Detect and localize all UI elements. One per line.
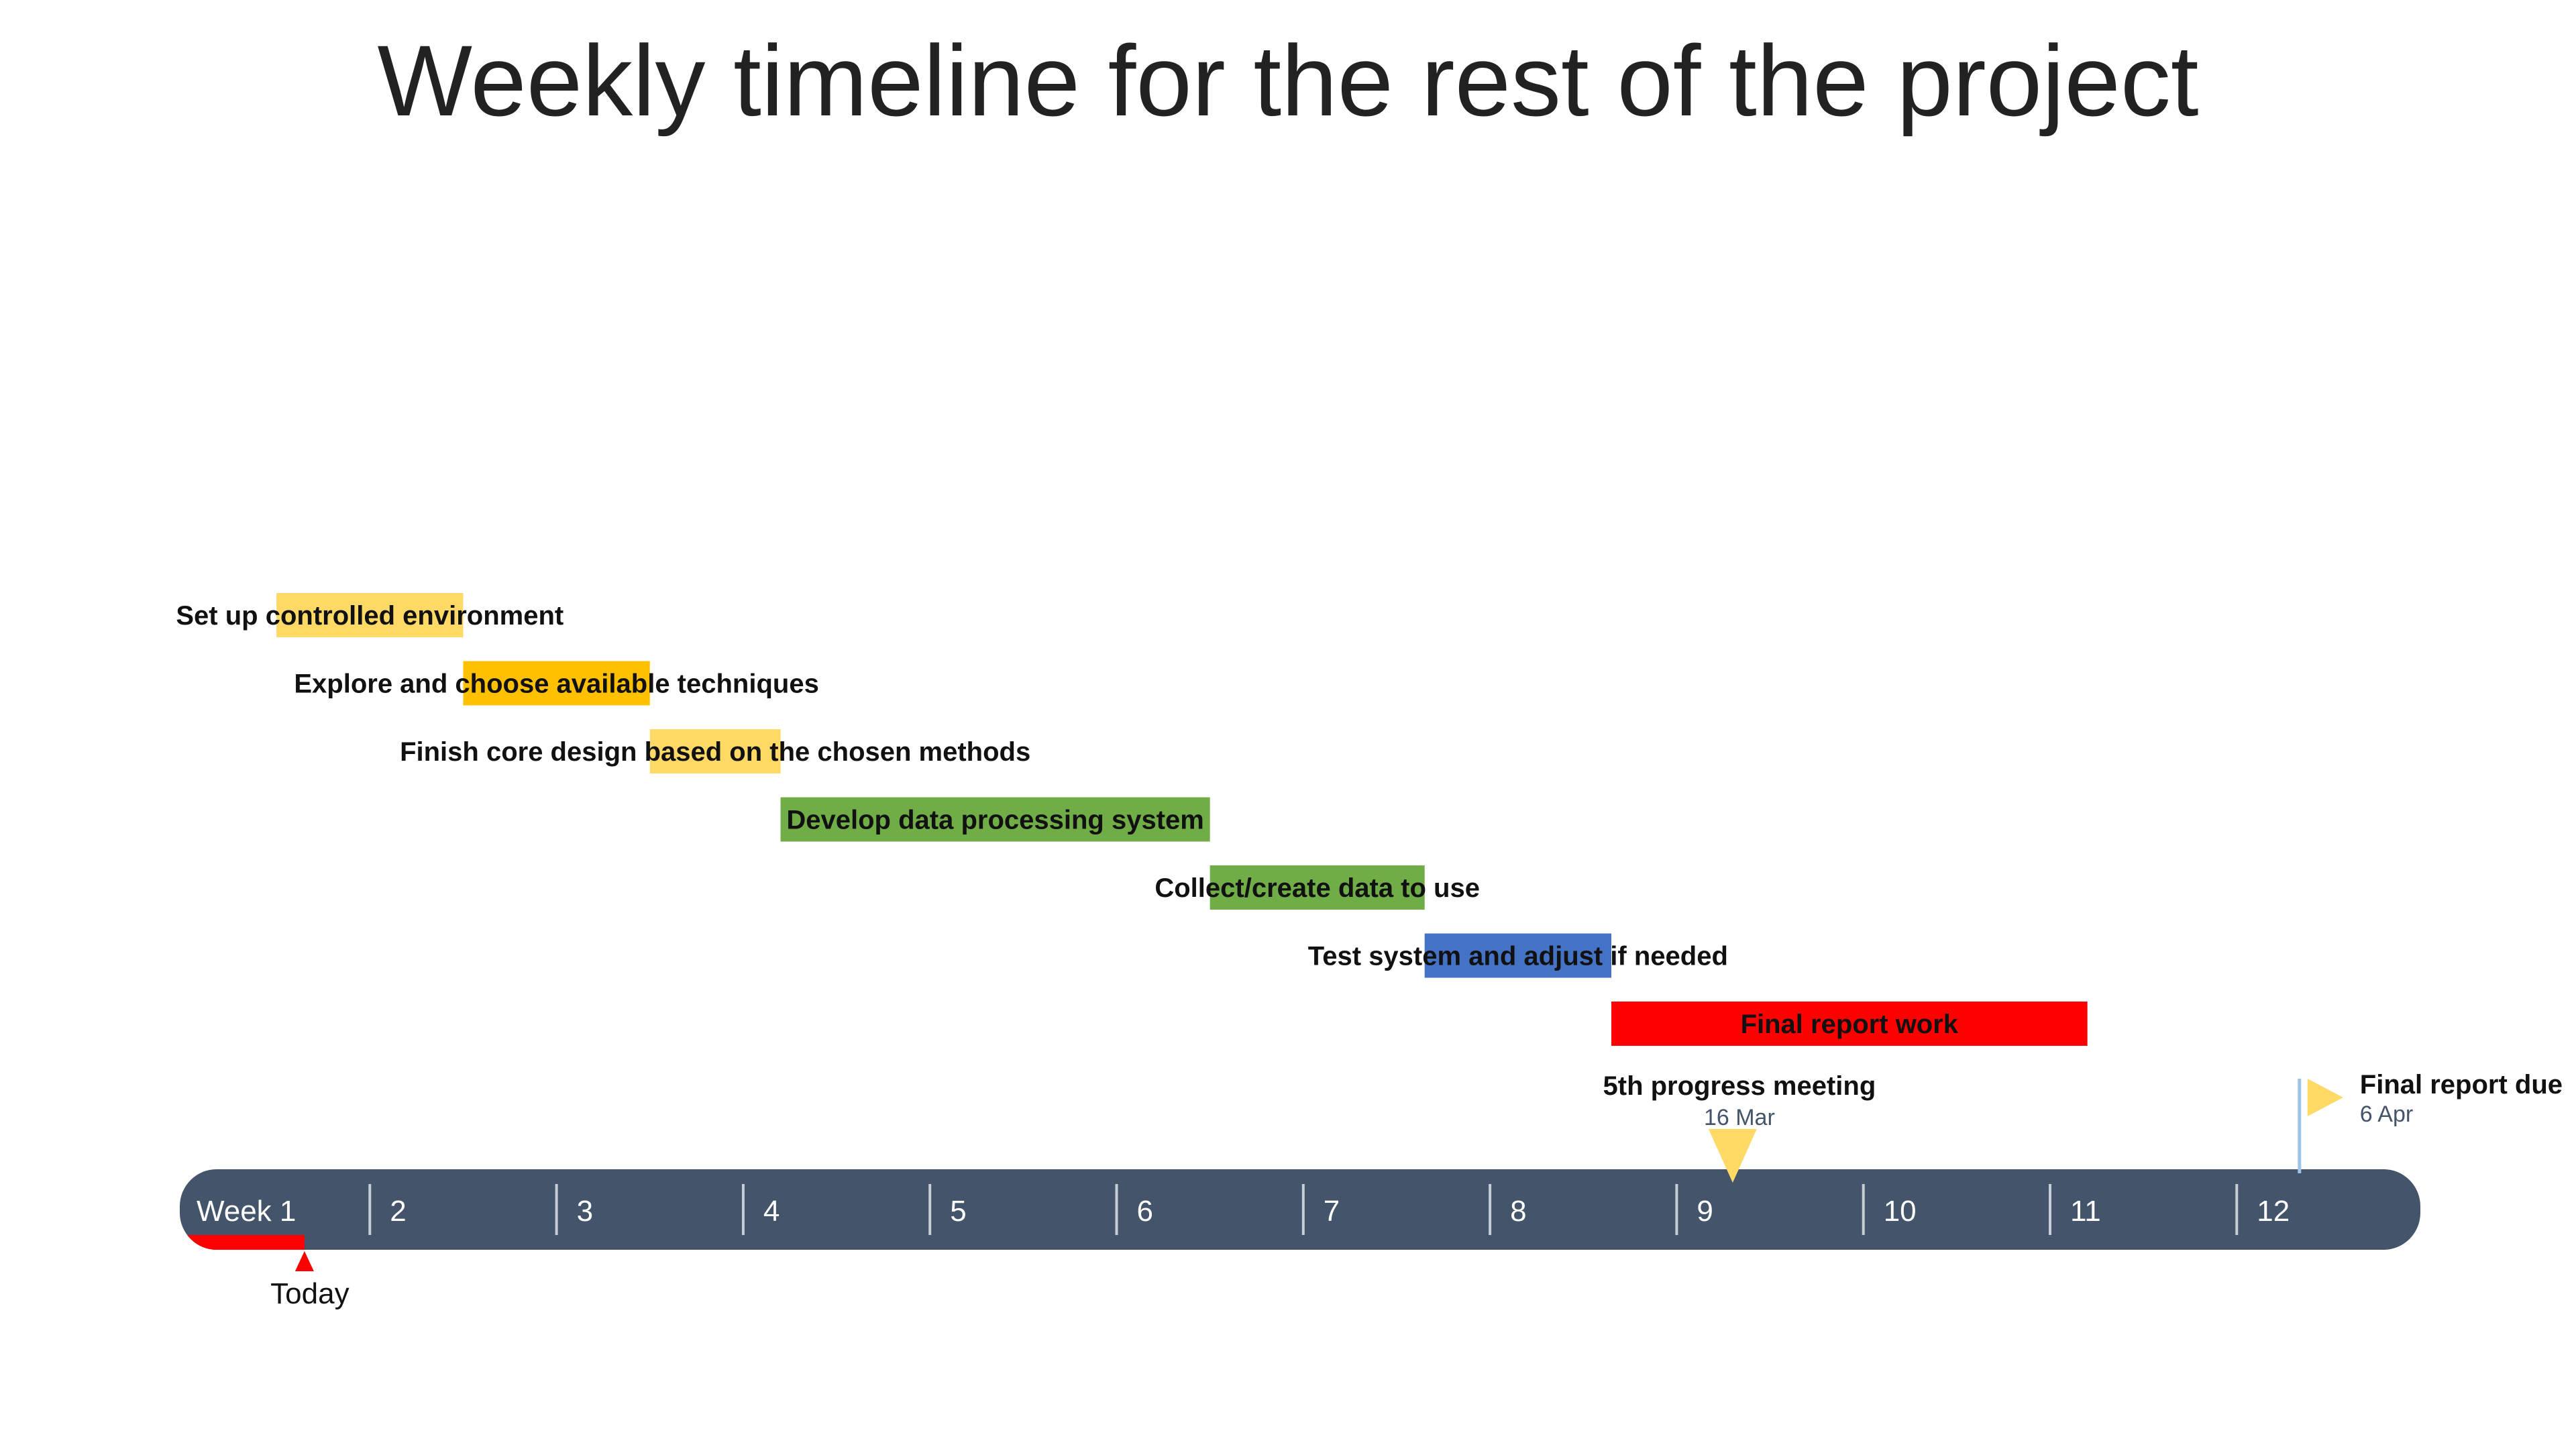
timeline-axis: Today Week 1 2 3 4 5 6 7 8 9 10 11 12: [180, 1169, 2420, 1310]
task-bar: [1424, 933, 1611, 978]
milestone-date: 16 Mar: [1704, 1105, 1775, 1130]
axis-tick-label: 12: [2257, 1195, 2290, 1228]
axis-tick-label: 11: [2070, 1195, 2101, 1228]
milestones-layer: 5th progress meeting 16 Mar Final report d…: [1603, 1070, 2563, 1183]
task-label: Explore and choose available techniques: [294, 669, 818, 699]
axis-tick-label: 6: [1137, 1195, 1153, 1228]
axis-tick-label: 7: [1324, 1195, 1340, 1228]
today-label: Today: [270, 1277, 349, 1310]
today-marker: [294, 1251, 314, 1271]
task-bar: [276, 593, 464, 637]
task-label: Finish core design based on the chosen m…: [400, 737, 1030, 767]
task-label: Final report work: [1741, 1010, 1959, 1039]
tasks-layer: Set up controlled environment Explore and…: [176, 593, 2088, 1046]
milestone-triangle-icon: [1708, 1129, 1757, 1183]
milestone-label: 5th progress meeting: [1603, 1071, 1876, 1101]
axis-tick-label: 9: [1697, 1195, 1713, 1228]
axis-tick-label: 10: [1884, 1195, 1917, 1228]
axis-tick-label: 8: [1510, 1195, 1526, 1228]
axis-tick-label: Week 1: [197, 1195, 296, 1228]
axis-tick-label: 2: [390, 1195, 406, 1228]
axis-tick-label: 5: [950, 1195, 966, 1228]
task-label: Set up controlled environment: [176, 601, 564, 631]
task-label: Develop data processing system: [786, 806, 1203, 835]
axis-tick-label: 4: [763, 1195, 780, 1228]
task-label: Test system and adjust if needed: [1308, 942, 1728, 971]
task-bar: [1611, 1002, 2088, 1046]
flag-icon: [2307, 1079, 2343, 1116]
axis-bar: [180, 1169, 2420, 1250]
task-bar: [1210, 865, 1425, 910]
milestone-label: Final report due: [2360, 1070, 2563, 1099]
milestone-date: 6 Apr: [2360, 1102, 2413, 1127]
axis-tick-label: 3: [577, 1195, 593, 1228]
task-bar: [780, 797, 1210, 842]
today-progress: [180, 1235, 305, 1250]
page-title: Weekly timeline for the rest of the proj…: [377, 24, 2199, 137]
task-label: Collect/create data to use: [1155, 873, 1480, 903]
task-bar: [649, 729, 781, 773]
task-bar: [463, 661, 650, 706]
